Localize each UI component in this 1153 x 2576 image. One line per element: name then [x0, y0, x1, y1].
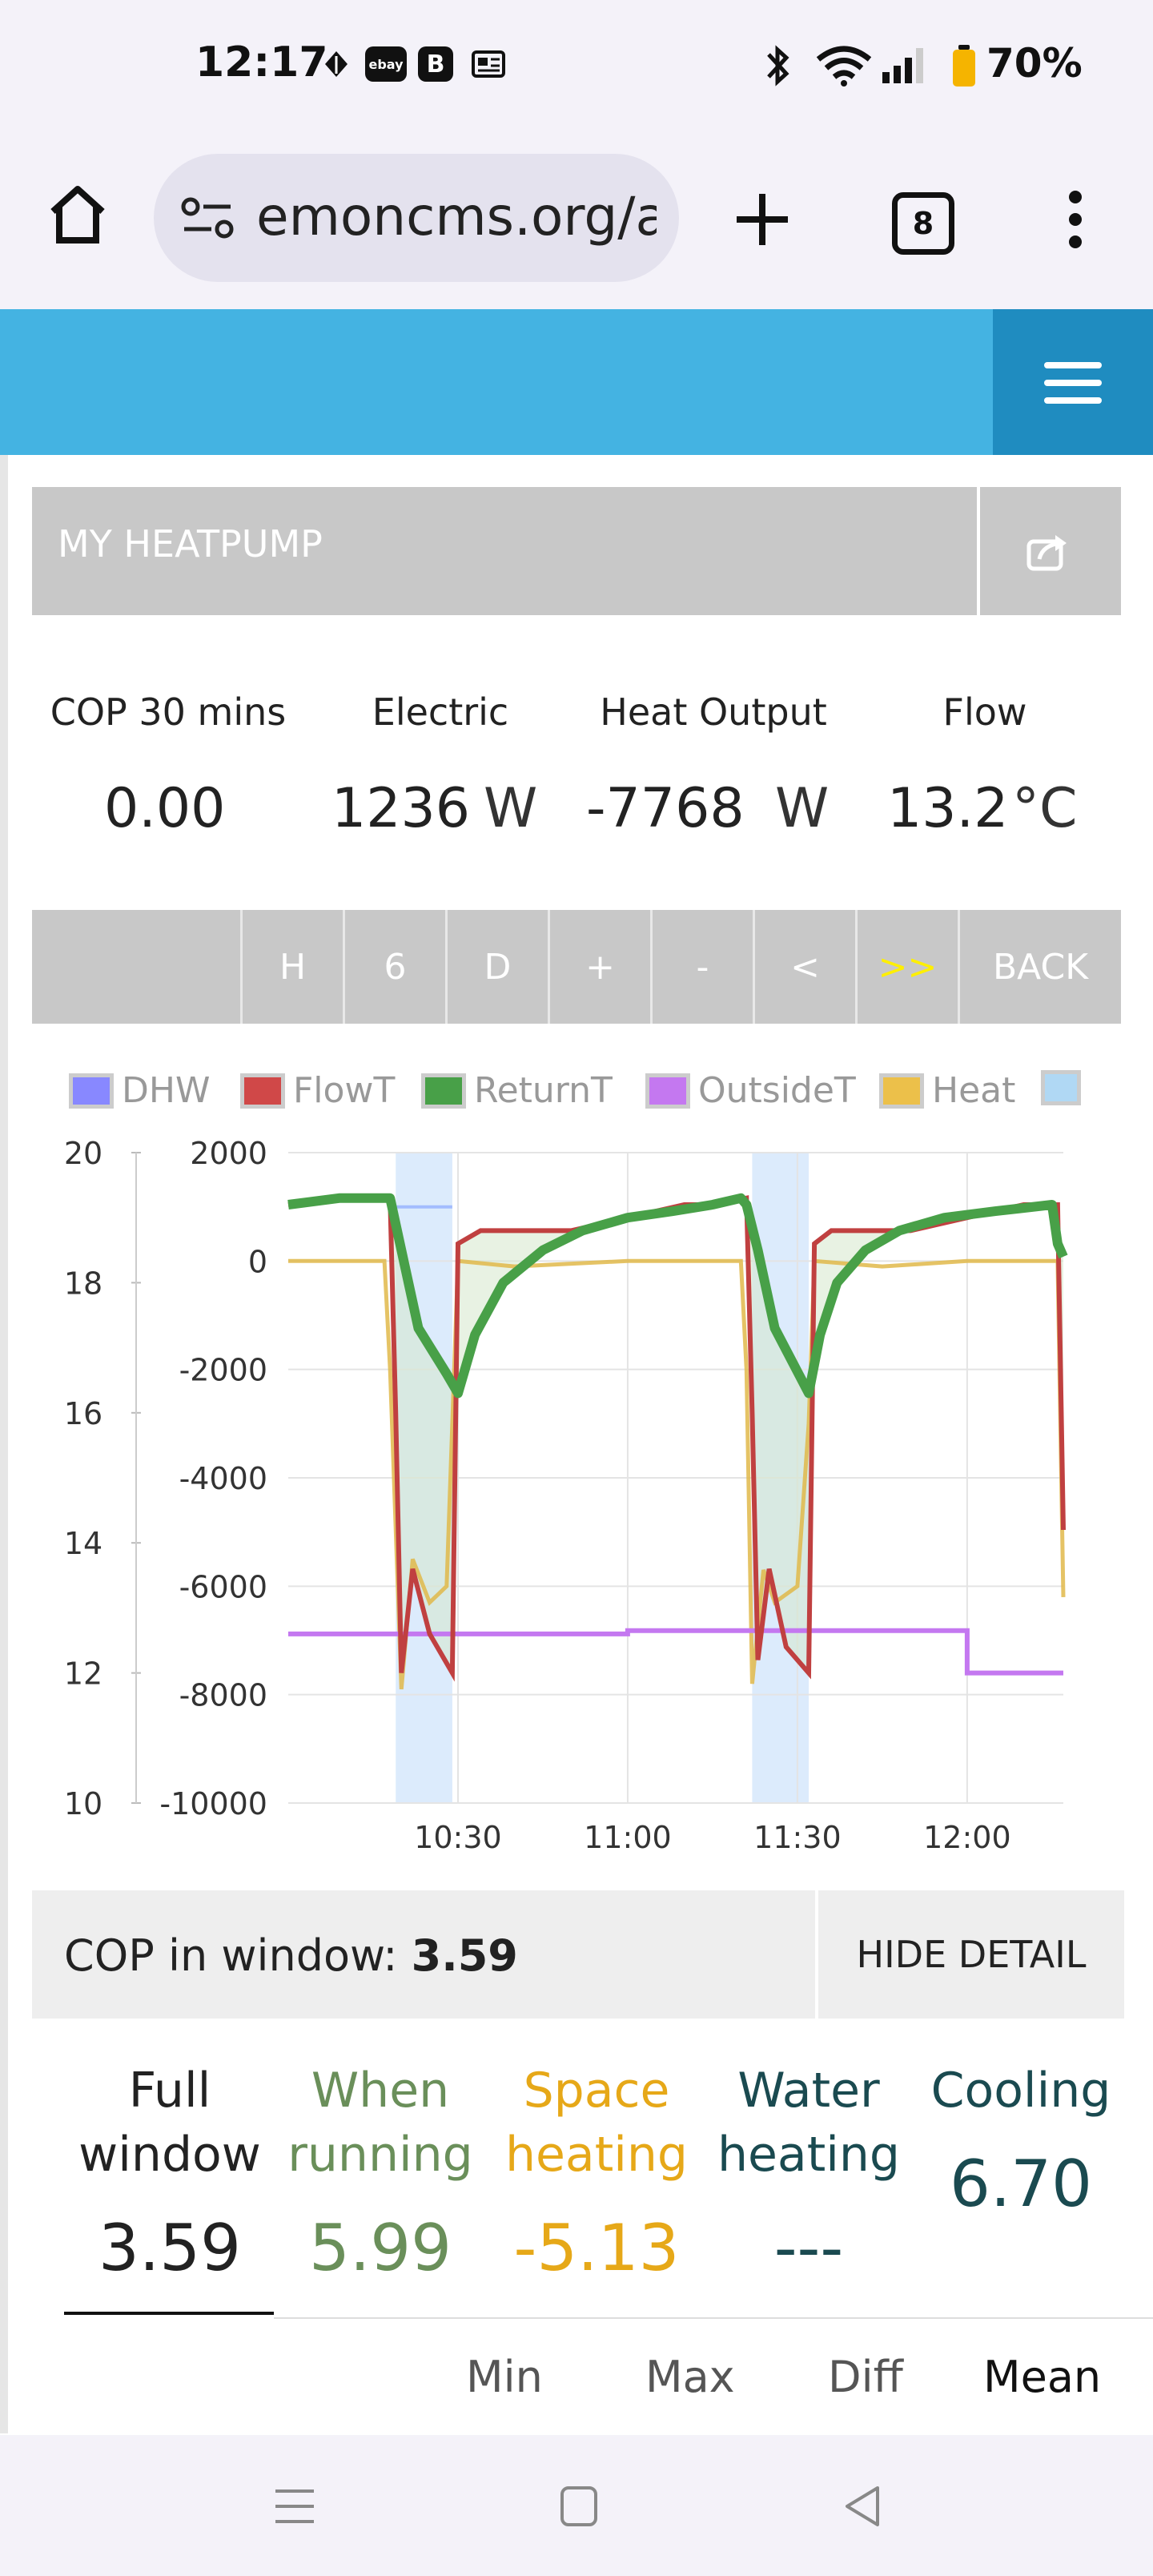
b-icon: B	[418, 46, 453, 82]
stat-value-electric: 1236	[331, 777, 471, 840]
six-hour-button[interactable]: 6	[343, 910, 445, 1024]
x-tick-0: 10:30	[414, 1820, 502, 1855]
url-text[interactable]: emoncms.org/a	[256, 186, 657, 248]
stat-tab-max[interactable]: Max	[645, 2352, 735, 2402]
battery-percent: 70%	[986, 40, 1083, 87]
pan-right-button[interactable]: >>	[855, 910, 958, 1024]
home-icon[interactable]	[43, 179, 112, 252]
y-left-tick-3: 14	[64, 1526, 102, 1561]
stat-value-cop: 0.00	[104, 777, 226, 840]
legend-outsidet[interactable]: OutsideT	[645, 1070, 856, 1111]
clock: 12:17	[195, 38, 328, 87]
site-settings-icon[interactable]	[179, 194, 237, 245]
x-tick-2: 11:30	[753, 1820, 842, 1855]
y-left-tick-2: 16	[64, 1396, 102, 1431]
detail-tab-space-heating[interactable]: Space heating	[504, 2063, 689, 2183]
new-tab-icon[interactable]	[732, 189, 793, 253]
home-icon[interactable]	[559, 2485, 599, 2531]
battery-icon	[950, 43, 978, 91]
legend-dhw[interactable]: DHW	[69, 1070, 210, 1111]
zoom-in-button[interactable]: +	[548, 910, 650, 1024]
stat-unit-electric: W	[484, 777, 538, 840]
stat-label-electric: Electric	[372, 690, 509, 734]
stat-label-heat-output: Heat Output	[600, 690, 827, 734]
tabs-icon[interactable]: 8	[892, 192, 954, 255]
hamburger-icon[interactable]	[993, 309, 1153, 455]
recents-icon[interactable]	[272, 2486, 317, 2530]
status-bar	[0, 0, 1153, 136]
y-right-tick-6: -10000	[159, 1786, 267, 1821]
address-bar[interactable]: emoncms.org/a	[154, 154, 679, 282]
legend-heat[interactable]: Heat	[879, 1070, 1015, 1111]
stat-value-flow: 13.2	[887, 777, 1009, 840]
back-icon[interactable]	[841, 2483, 882, 2533]
detail-value-full-window: 3.59	[98, 2211, 242, 2285]
bluetooth-icon	[764, 43, 793, 91]
detail-value-water-heating: ---	[773, 2211, 844, 2285]
active-tab-underline	[64, 2312, 274, 2315]
stat-value-heat-output: -7768	[586, 777, 745, 840]
stat-label-cop: COP 30 mins	[50, 690, 287, 734]
pan-left-button[interactable]: <	[753, 910, 855, 1024]
chart-area[interactable]: 2000 0 -2000 -4000 -6000 -8000 -10000 20 18 16 14 1…	[0, 1105, 1153, 1858]
series-outsidet	[288, 1628, 1063, 1676]
page-title: MY HEATPUMP	[58, 522, 323, 566]
y-right-tick-0: 2000	[190, 1136, 267, 1171]
title-bar	[32, 487, 977, 615]
y-right-tick-4: -6000	[179, 1569, 267, 1604]
legend-returnt[interactable]: ReturnT	[421, 1070, 613, 1111]
stat-unit-flow: °C	[1012, 777, 1078, 840]
back-button[interactable]: BACK	[958, 910, 1121, 1024]
time-toolbar	[32, 910, 1121, 1024]
stat-label-flow: Flow	[942, 690, 1027, 734]
ebay-icon: ebay	[365, 46, 407, 82]
stat-tab-diff[interactable]: Diff	[828, 2352, 903, 2402]
share-icon	[1026, 532, 1071, 575]
news-icon	[471, 46, 506, 82]
detail-value-cooling: 6.70	[949, 2147, 1093, 2221]
share-button[interactable]	[980, 487, 1121, 615]
y-right-tick-2: -2000	[179, 1353, 267, 1388]
wifi-icon	[815, 45, 873, 90]
detail-tab-cooling[interactable]: Cooling	[930, 2063, 1111, 2119]
hide-detail-button[interactable]: HIDE DETAIL	[815, 1890, 1124, 2019]
legend-flowt[interactable]: FlowT	[240, 1070, 395, 1111]
x-tick-1: 11:00	[584, 1820, 672, 1855]
detail-tab-full-window[interactable]: Full window	[78, 2063, 261, 2183]
series-returnt	[287, 1193, 1068, 1399]
hour-button[interactable]: H	[240, 910, 343, 1024]
y-left-tick-4: 12	[64, 1656, 102, 1692]
left-gutter	[0, 455, 8, 2433]
stat-unit-heat-output: W	[775, 777, 830, 840]
y-right-tick-1: 0	[248, 1244, 267, 1279]
y-right-tick-5: -8000	[179, 1678, 267, 1713]
more-icon[interactable]	[1063, 189, 1087, 253]
zoom-out-button[interactable]: -	[650, 910, 753, 1024]
stats-panel	[32, 615, 1121, 878]
x-tick-3: 12:00	[923, 1820, 1011, 1855]
stat-tab-mean[interactable]: Mean	[983, 2352, 1102, 2402]
y-left-tick-1: 18	[64, 1266, 102, 1301]
detail-tab-when-running[interactable]: When running	[287, 2063, 473, 2183]
detail-divider	[274, 2317, 1153, 2319]
day-button[interactable]: D	[445, 910, 548, 1024]
signal-icon	[881, 45, 932, 88]
leaf-icon	[319, 46, 354, 82]
legend-extra[interactable]	[1041, 1070, 1089, 1105]
y-left-tick-5: 10	[64, 1786, 102, 1821]
chart-panel	[32, 1024, 1121, 1890]
y-left-tick-0: 20	[64, 1136, 102, 1171]
y-right-tick-3: -4000	[179, 1461, 267, 1496]
cop-window-label: COP in window: 3.59	[64, 1930, 518, 1981]
detail-tab-water-heating[interactable]: Water heating	[717, 2063, 901, 2183]
system-nav-bar	[0, 2435, 1153, 2576]
detail-value-space-heating: -5.13	[513, 2211, 680, 2285]
detail-value-when-running: 5.99	[308, 2211, 452, 2285]
cop-window-value: 3.59	[411, 1930, 518, 1981]
site-header	[0, 309, 1153, 455]
stat-tab-min[interactable]: Min	[466, 2352, 543, 2402]
cop-window-text: COP in window:	[64, 1930, 398, 1981]
